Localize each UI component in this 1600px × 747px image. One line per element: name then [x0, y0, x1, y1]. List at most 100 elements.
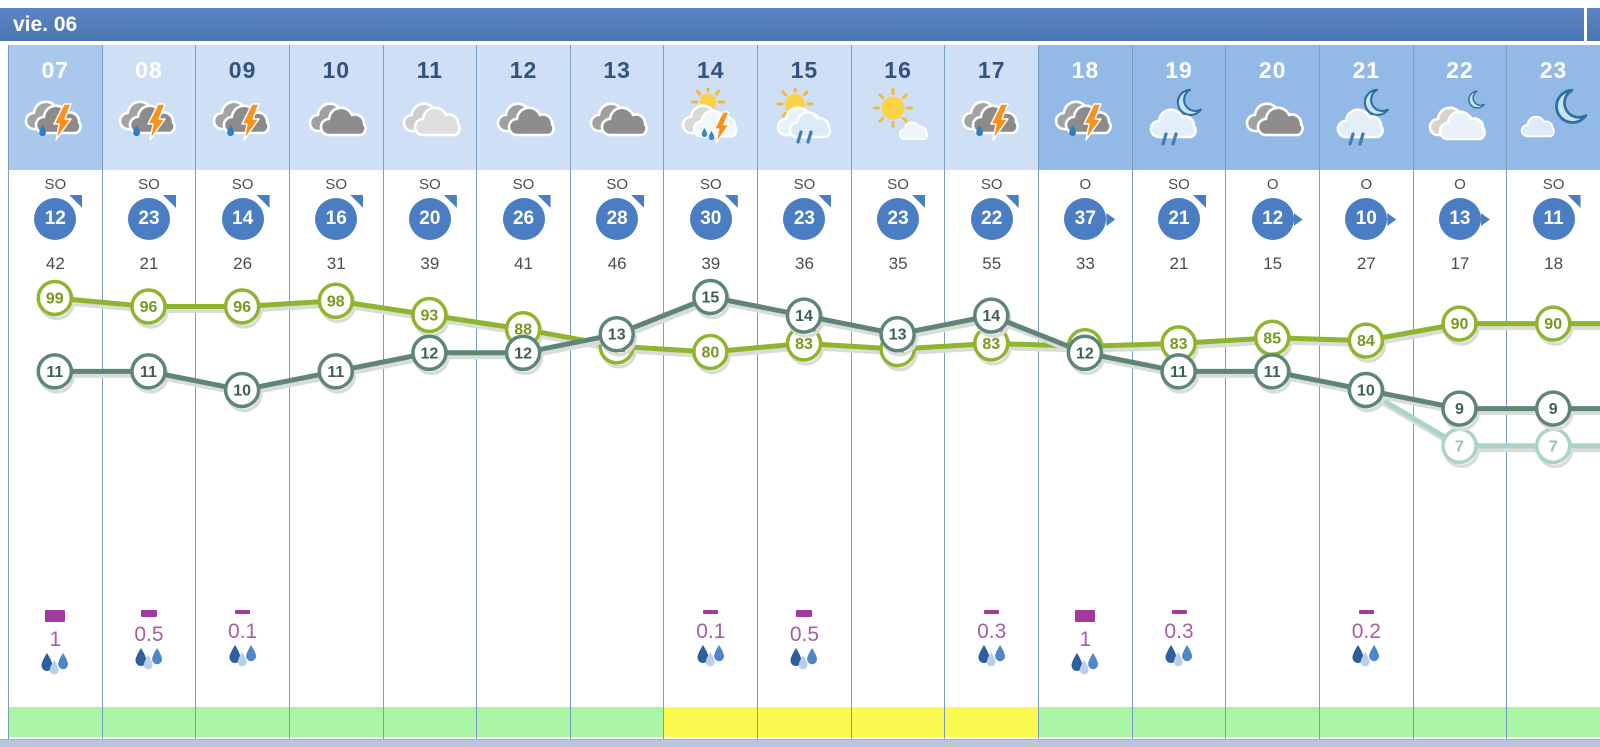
raindrops-icon	[290, 616, 383, 646]
precipitation-cell: 1	[9, 610, 102, 683]
wind-gust-value: 27	[1356, 254, 1376, 273]
status-stripe	[289, 707, 383, 737]
wind-gust-value: 18	[1544, 254, 1564, 273]
hour-column[interactable]: 20 O 12 15	[1226, 45, 1320, 747]
raindrops-icon	[103, 648, 196, 678]
hour-header: 07	[9, 45, 102, 170]
wind-gust-value: 31	[326, 254, 346, 273]
wind-direction-label: SO	[231, 176, 254, 193]
precipitation-cell	[477, 610, 570, 646]
hour-label: 14	[697, 57, 725, 83]
wind-gust-value: 36	[794, 254, 814, 273]
hour-column[interactable]: 18 O 37 33 1	[1039, 45, 1133, 747]
wind-gust-value: 46	[607, 254, 627, 273]
raindrops-icon	[758, 648, 851, 678]
hour-column[interactable]: 21 O 10 27 0.2	[1319, 45, 1414, 747]
raindrops-icon	[9, 653, 102, 683]
precipitation-cell: 0.2	[1320, 610, 1413, 675]
wind-speed-indicator: 30	[664, 195, 757, 250]
status-stripe	[1507, 707, 1600, 737]
hour-label: 22	[1446, 57, 1474, 83]
wind-gust-value: 42	[45, 254, 65, 273]
hour-column[interactable]: 11 SO 20 39	[383, 45, 478, 747]
wind-speed-indicator: 12	[9, 195, 102, 250]
status-stripe	[9, 707, 102, 737]
precipitation-cell: 1	[1039, 610, 1132, 683]
hour-column[interactable]: 10 SO 16 31	[289, 45, 384, 747]
precipitation-cell	[290, 610, 383, 646]
sun-rain-icon	[758, 88, 851, 150]
hour-column[interactable]: 07 SO 12 42 1	[9, 45, 103, 747]
wind-speed-value: 20	[419, 208, 441, 229]
precipitation-bar	[796, 610, 813, 617]
raindrops-icon	[384, 616, 477, 646]
wind-speed-value: 11	[1543, 208, 1564, 229]
wind-speed-badge: 13	[1438, 198, 1490, 240]
wind-speed-indicator: 13	[1414, 198, 1507, 250]
hour-column[interactable]: 12 SO 26 41	[477, 45, 571, 747]
hour-header: 10	[289, 45, 383, 170]
raindrops-icon	[1320, 645, 1413, 675]
hour-header: 19	[1132, 45, 1226, 170]
day-header-bar[interactable]: vie. 06	[0, 8, 1600, 41]
hour-header: 23	[1507, 45, 1600, 170]
wind-gust-value: 55	[982, 254, 1002, 273]
wind-direction-label: SO	[606, 176, 628, 193]
wind-speed-indicator: 23	[852, 195, 945, 250]
wind-speed-indicator: 23	[103, 195, 196, 250]
wind-direction-label: SO	[512, 176, 535, 193]
hour-column[interactable]: 19 SO 21 21 0.3	[1132, 45, 1227, 747]
wind-gust-value: 21	[1169, 254, 1189, 273]
wind-arrow-icon	[818, 195, 832, 208]
wind-speed-badge: 23	[127, 195, 176, 240]
hour-column[interactable]: 09 SO 14 26 0.1	[196, 45, 290, 747]
storm-rain-icon	[103, 88, 196, 150]
hour-column[interactable]: 17 SO 22 55 0.3	[945, 45, 1040, 747]
hour-column[interactable]: 15 SO 23 36 0.5	[758, 45, 852, 747]
hour-header: 20	[1226, 45, 1319, 170]
storm-rain-icon	[9, 88, 102, 150]
next-day-bar[interactable]	[0, 739, 1600, 747]
precipitation-value: 0.1	[228, 620, 258, 643]
hour-column[interactable]: 08 SO 23 21 0.5	[102, 45, 197, 747]
wind-speed-value: 12	[1262, 208, 1284, 229]
wind-speed-value: 16	[325, 208, 347, 229]
precipitation-value: 0.3	[1164, 620, 1194, 643]
cloudy-icon	[571, 88, 664, 150]
wind-direction-label: O	[1360, 176, 1373, 193]
wind-arrow-icon	[724, 195, 738, 208]
precipitation-cell: 0.5	[758, 610, 851, 678]
wind-gust-value: 39	[701, 254, 721, 273]
hour-label: 16	[884, 57, 912, 83]
raindrops-icon	[945, 645, 1038, 675]
hour-label: 23	[1539, 57, 1568, 83]
hour-header: 22	[1413, 45, 1507, 170]
hour-column[interactable]: 23 SO 11 18	[1507, 45, 1600, 747]
precipitation-value: 0.5	[134, 623, 164, 646]
wind-gust-value: 15	[1263, 254, 1283, 273]
precipitation-bar	[1075, 610, 1096, 622]
precipitation-cell: 0.5	[103, 610, 196, 678]
hour-header: 15	[758, 45, 851, 170]
status-stripe	[664, 707, 758, 737]
hour-header: 13	[570, 45, 664, 170]
wind-speed-value: 22	[981, 208, 1003, 229]
cloudy-icon	[290, 88, 383, 150]
wind-speed-value: 37	[1074, 208, 1096, 229]
hour-header: 12	[477, 45, 570, 170]
hour-column[interactable]: 14 SO 30 39 0.1	[664, 45, 759, 747]
hour-column[interactable]: 16 SO 23 35	[851, 45, 946, 747]
hour-label: 10	[322, 57, 351, 83]
wind-direction-label: O	[1266, 176, 1279, 193]
hour-column[interactable]: 22 O 13 17	[1413, 45, 1508, 747]
wind-speed-indicator: 26	[477, 195, 570, 250]
precipitation-value: 0.3	[977, 620, 1007, 643]
wind-speed-badge: 23	[783, 195, 832, 240]
wind-speed-value: 21	[1168, 208, 1190, 229]
wind-direction-label: SO	[138, 176, 160, 193]
wind-speed-value: 28	[606, 208, 628, 229]
wind-speed-indicator: 20	[384, 195, 477, 250]
hour-column[interactable]: 13 SO 28 46	[570, 45, 665, 747]
precipitation-value: 0.5	[789, 623, 820, 646]
wind-speed-badge: 10	[1345, 198, 1397, 240]
